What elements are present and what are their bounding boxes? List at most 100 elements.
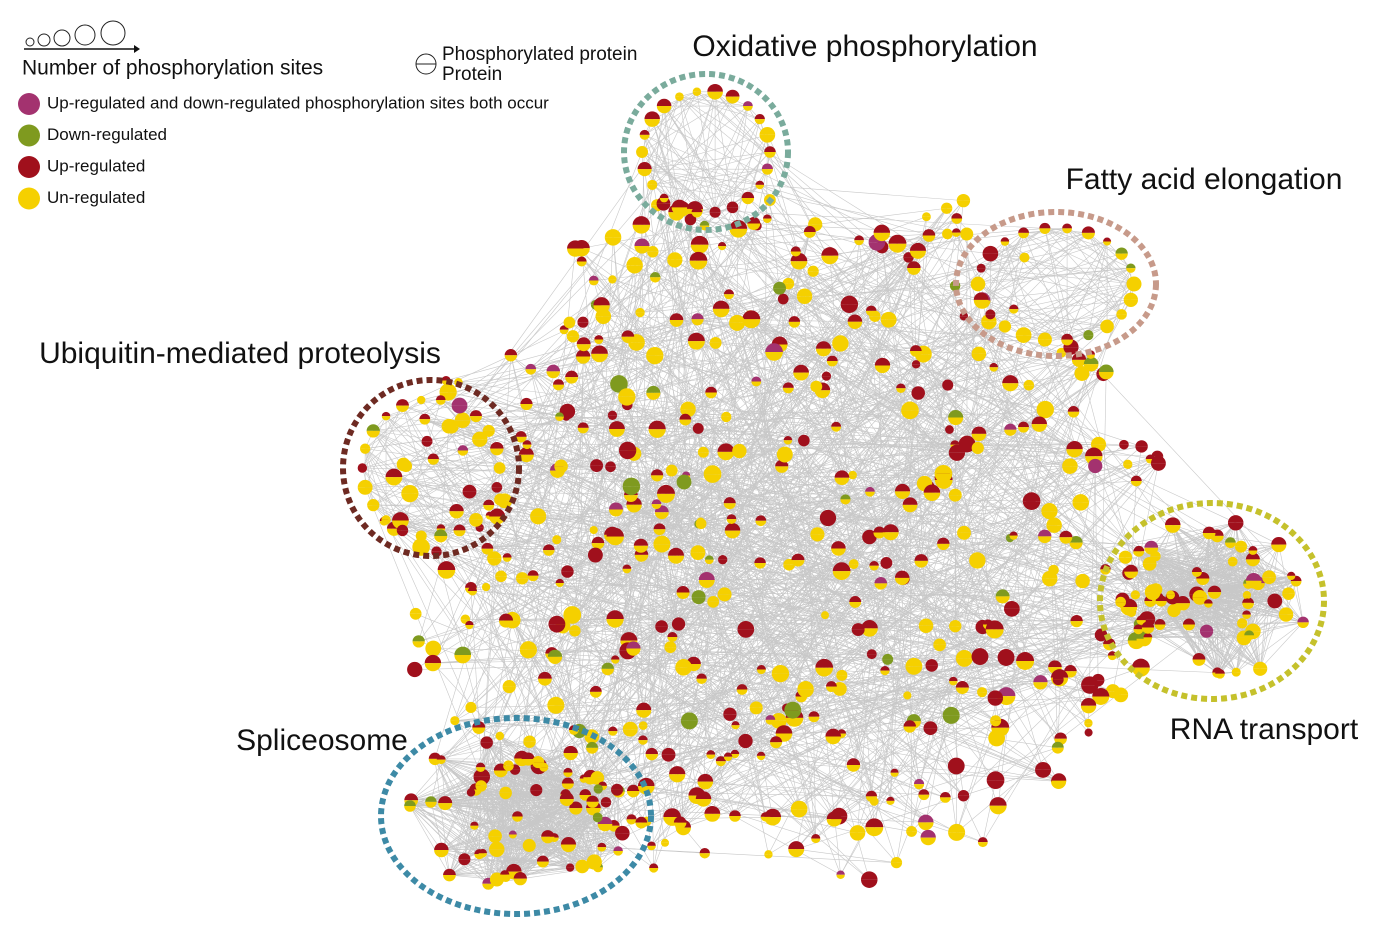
node-bottom [493, 770, 508, 778]
protein-node [846, 758, 861, 772]
protein-node [815, 658, 834, 677]
node-top [1204, 599, 1213, 604]
node-bottom [1192, 659, 1206, 666]
node-top [1098, 364, 1114, 372]
protein-node [634, 238, 650, 254]
node-bottom [1123, 464, 1133, 469]
edge [365, 487, 489, 506]
node-bottom [559, 799, 574, 807]
node-top [547, 649, 563, 657]
node-bottom [942, 385, 954, 391]
node-bottom [989, 367, 999, 372]
edge [725, 299, 1131, 453]
node-bottom [764, 854, 773, 859]
node-top [821, 371, 832, 377]
node-bottom [760, 816, 771, 822]
protein-node [698, 571, 715, 588]
protein-node [742, 101, 753, 111]
protein-node [840, 494, 851, 505]
protein-node [918, 789, 930, 801]
protein-node [922, 229, 936, 242]
protein-node [475, 780, 487, 792]
edge [731, 321, 990, 520]
node-bottom [427, 459, 439, 465]
edge [881, 246, 957, 833]
node-top [1141, 621, 1155, 628]
node-bottom [577, 322, 589, 328]
node-bottom [515, 436, 527, 443]
node-bottom [690, 244, 709, 254]
node-bottom [848, 475, 857, 480]
node-bottom [587, 555, 603, 563]
node-bottom [940, 208, 953, 214]
node-top [808, 711, 820, 717]
node-top [948, 409, 964, 418]
node-top [761, 163, 773, 170]
node-bottom [547, 705, 565, 714]
node-bottom [696, 521, 705, 526]
node-top [675, 659, 692, 668]
edge [631, 344, 780, 487]
edge [373, 399, 422, 432]
node-top [969, 552, 986, 561]
edge [633, 648, 666, 843]
protein-node [552, 535, 562, 545]
protein-node [569, 625, 581, 637]
node-bottom [653, 544, 671, 553]
node-bottom [1041, 511, 1058, 520]
protein-node [751, 376, 762, 387]
node-bottom [933, 644, 947, 652]
node-bottom [934, 473, 953, 483]
edge [759, 184, 930, 236]
edge [551, 653, 1041, 683]
protein-node [934, 464, 953, 483]
protein-node [454, 646, 472, 664]
node-top [424, 654, 442, 664]
protein-node [797, 681, 814, 698]
protein-node [1084, 718, 1093, 728]
protein-node [1072, 494, 1089, 511]
node-bottom [923, 492, 941, 501]
node-bottom [756, 669, 766, 675]
edge [628, 522, 1236, 641]
node-top [1046, 517, 1062, 526]
node-bottom [742, 106, 753, 111]
node-top [905, 657, 923, 667]
node-top [907, 261, 921, 269]
node-top [576, 256, 587, 262]
edge [424, 419, 540, 767]
edge [760, 134, 768, 756]
edge [386, 415, 489, 432]
node-bottom [613, 850, 623, 856]
protein-node [1051, 773, 1067, 788]
protein-node [547, 649, 563, 664]
node-top [500, 870, 510, 875]
edge [488, 430, 498, 488]
node-top [385, 468, 403, 478]
protein-node [948, 444, 966, 461]
node-bottom [695, 798, 712, 807]
protein-node [647, 841, 656, 851]
edge [908, 257, 1081, 503]
node-top [1124, 564, 1138, 572]
node-bottom [971, 656, 989, 665]
node-bottom [502, 686, 516, 694]
protein-node [836, 870, 845, 880]
protein-node [546, 364, 561, 379]
node-bottom [948, 832, 966, 841]
node-bottom [1245, 559, 1260, 567]
edge [690, 219, 994, 368]
protein-node [495, 570, 507, 583]
node-top [906, 714, 921, 722]
node-bottom [955, 658, 973, 667]
node-top [874, 577, 888, 584]
edge [978, 433, 1289, 594]
node-bottom [424, 663, 442, 672]
protein-node [548, 615, 566, 633]
protein-node [690, 235, 709, 254]
node-bottom [777, 299, 789, 305]
protein-node [933, 638, 947, 652]
protein-node [759, 127, 776, 143]
protein-node [636, 702, 652, 718]
protein-node [536, 855, 549, 868]
